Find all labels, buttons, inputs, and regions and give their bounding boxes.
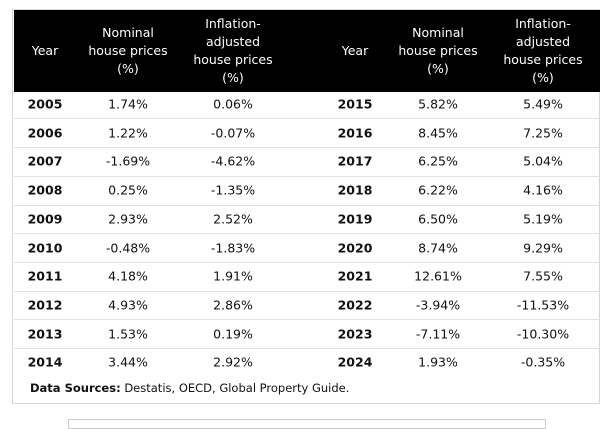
year-cell: 2022 bbox=[337, 297, 373, 313]
row-separator bbox=[14, 204, 600, 206]
header-cell: Year bbox=[341, 43, 369, 58]
value-cell: 4.93% bbox=[108, 297, 148, 313]
header-cell: Nominal house prices (%) bbox=[398, 25, 478, 76]
table-frame bbox=[12, 9, 600, 404]
year-cell: 2009 bbox=[27, 211, 63, 227]
row-separator bbox=[14, 175, 600, 177]
value-cell: 7.25% bbox=[523, 125, 563, 141]
year-cell: 2005 bbox=[27, 96, 63, 112]
footer-label: Data Sources: bbox=[30, 381, 121, 395]
value-cell: 0.06% bbox=[213, 96, 253, 112]
value-cell: 4.16% bbox=[523, 182, 563, 198]
value-cell: 1.91% bbox=[213, 268, 253, 284]
value-cell: 1.22% bbox=[108, 125, 148, 141]
value-cell: 2.92% bbox=[213, 354, 253, 370]
value-cell: -1.69% bbox=[105, 153, 151, 169]
value-cell: 8.45% bbox=[418, 125, 458, 141]
value-cell: -7.11% bbox=[415, 326, 461, 342]
row-separator bbox=[14, 319, 600, 321]
footer-text: Destatis, OECD, Global Property Guide. bbox=[124, 381, 350, 395]
value-cell: 0.25% bbox=[108, 182, 148, 198]
value-cell: 1.74% bbox=[108, 96, 148, 112]
value-cell: -4.62% bbox=[210, 153, 256, 169]
year-cell: 2018 bbox=[337, 182, 373, 198]
value-cell: -11.53% bbox=[516, 297, 570, 313]
year-cell: 2016 bbox=[337, 125, 373, 141]
table-header bbox=[14, 10, 600, 92]
value-cell: 2.93% bbox=[108, 211, 148, 227]
year-cell: 2012 bbox=[27, 297, 63, 313]
value-cell: 0.19% bbox=[213, 326, 253, 342]
value-cell: 6.22% bbox=[418, 182, 458, 198]
value-cell: -0.35% bbox=[520, 354, 566, 370]
year-cell: 2024 bbox=[337, 354, 373, 370]
value-cell: -3.94% bbox=[415, 297, 461, 313]
value-cell: 9.29% bbox=[523, 240, 563, 255]
value-cell: 1.93% bbox=[418, 354, 458, 370]
row-separator bbox=[14, 147, 600, 149]
value-cell: 2.86% bbox=[213, 297, 253, 313]
next-element bbox=[68, 419, 546, 429]
value-cell: 1.53% bbox=[108, 326, 148, 342]
header-cell: Inflation-adjusted house prices (%) bbox=[193, 16, 273, 85]
year-cell: 2021 bbox=[337, 268, 373, 284]
year-cell: 2007 bbox=[27, 153, 63, 169]
year-cell: 2017 bbox=[337, 153, 373, 169]
value-cell: 2.52% bbox=[213, 211, 253, 227]
value-cell: 7.55% bbox=[523, 268, 563, 284]
header-cell: Nominal house prices (%) bbox=[88, 25, 168, 76]
value-cell: 5.04% bbox=[523, 153, 563, 169]
year-cell: 2011 bbox=[27, 268, 63, 284]
value-cell: -0.07% bbox=[210, 125, 256, 141]
value-cell: 5.49% bbox=[523, 96, 563, 112]
row-separator bbox=[14, 348, 600, 349]
year-cell: 2013 bbox=[27, 326, 63, 342]
value-cell: 5.82% bbox=[418, 96, 458, 112]
header-cell: Year bbox=[31, 43, 59, 58]
value-cell: -1.83% bbox=[210, 240, 256, 255]
row-separator bbox=[14, 118, 600, 120]
row-separator bbox=[14, 290, 600, 292]
year-cell: 2019 bbox=[337, 211, 373, 227]
value-cell: 12.61% bbox=[414, 268, 462, 284]
value-cell: 8.74% bbox=[418, 240, 458, 255]
value-cell: 6.25% bbox=[418, 153, 458, 169]
value-cell: 6.50% bbox=[418, 211, 458, 227]
year-cell: 2014 bbox=[27, 354, 63, 370]
footer: Data Sources: Destatis, OECD, Global Pro… bbox=[30, 381, 349, 395]
value-cell: -10.30% bbox=[516, 326, 570, 342]
year-cell: 2010 bbox=[27, 240, 63, 255]
year-cell: 2020 bbox=[337, 240, 373, 255]
value-cell: -1.35% bbox=[210, 182, 256, 198]
row-separator bbox=[14, 261, 600, 263]
header-cell: Inflation-adjusted house prices (%) bbox=[503, 16, 583, 85]
value-cell: 3.44% bbox=[108, 354, 148, 370]
year-cell: 2008 bbox=[27, 182, 63, 198]
value-cell: -0.48% bbox=[105, 240, 151, 255]
row-separator bbox=[14, 233, 600, 235]
value-cell: 4.18% bbox=[108, 268, 148, 284]
value-cell: 5.19% bbox=[523, 211, 563, 227]
year-cell: 2006 bbox=[27, 125, 63, 141]
year-cell: 2015 bbox=[337, 96, 373, 112]
year-cell: 2023 bbox=[337, 326, 373, 342]
